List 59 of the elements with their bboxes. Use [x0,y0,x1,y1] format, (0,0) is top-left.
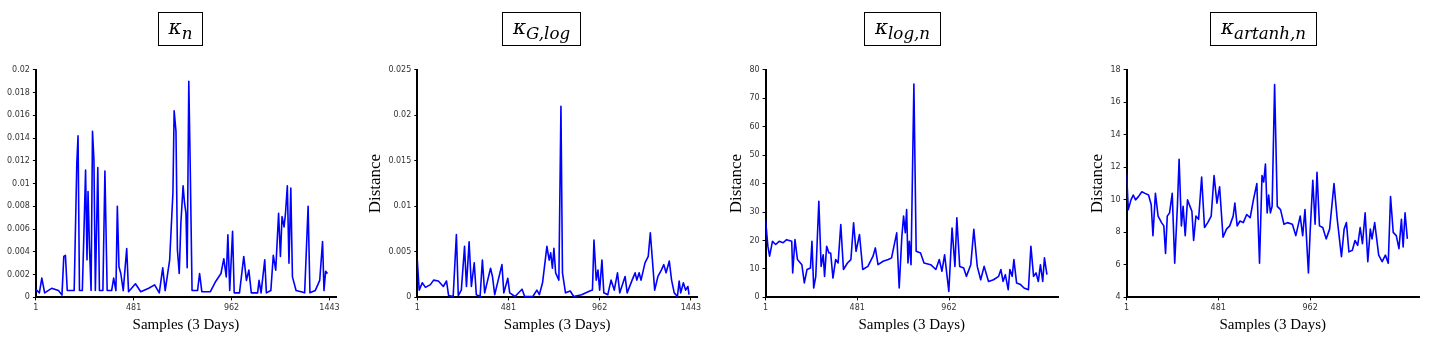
chart-title: κ$_{log,n}$ [863,12,942,46]
y-tick-label: 60 [749,121,760,131]
x-tick-label: 1443 [680,303,702,313]
y-tick-label: 0.014 [7,133,30,143]
y-tick-label: 0 [754,292,760,302]
y-tick-label: 0.025 [388,64,412,74]
y-tick-label: 0.008 [7,201,30,211]
chart-title: κ$_{G,log}$ [501,12,582,46]
y-tick-label: 12 [1110,162,1121,172]
x-tick-label: 481 [1210,303,1226,313]
y-axis-title: Distance [1086,153,1106,214]
x-tick-label: 962 [941,303,957,313]
y-tick-label: 20 [749,235,760,245]
y-tick-label: 16 [1110,97,1121,107]
y-tick-label: 0.004 [7,246,30,256]
x-tick-label: 962 [223,303,240,313]
y-tick-label: 4 [1115,292,1121,302]
y-tick-label: 80 [749,64,760,74]
x-tick-label: 1 [1124,303,1130,313]
y-tick-label: 40 [749,178,760,188]
x-tick-label: 1 [414,303,420,313]
y-tick-label: 0 [24,292,30,302]
x-axis-title: Samples (3 Days) [858,315,966,333]
y-tick-label: 0.002 [7,269,30,279]
y-tick-label: 10 [749,264,760,274]
x-tick-label: 962 [592,303,608,313]
chart-title: κ$_{n}$ [157,12,204,46]
x-tick-label: 1 [33,303,39,313]
x-axis-title: Samples (3 Days) [1219,315,1327,333]
x-tick-label: 481 [500,303,517,313]
y-tick-label: 14 [1110,129,1121,139]
y-tick-label: 8 [1115,227,1121,237]
y-axis-title: Distance [725,153,745,214]
y-tick-label: 0 [406,292,412,302]
y-tick-label: 0.005 [388,246,412,256]
x-tick-label: 962 [1302,303,1318,313]
y-tick-label: 18 [1110,64,1121,74]
y-tick-label: 0.02 [393,110,412,120]
y-tick-label: 30 [749,207,760,217]
x-tick-label: 481 [849,303,865,313]
y-tick-label: 0.018 [7,87,30,97]
y-tick-label: 0.01 [12,178,30,188]
y-tick-label: 10 [1110,194,1121,204]
x-tick-label: 1443 [319,303,340,313]
y-tick-label: 0.01 [393,201,412,211]
chart-title: κ$_{artanh,n}$ [1209,12,1318,46]
y-tick-label: 0.02 [12,64,30,74]
y-tick-label: 6 [1115,259,1121,269]
y-axis-title: Distance [364,153,384,214]
x-axis-title: Samples (3 Days) [132,315,240,333]
x-axis-title: Samples (3 Days) [503,315,611,333]
y-tick-label: 0.015 [388,155,412,165]
y-tick-label: 0.016 [7,110,30,120]
x-tick-label: 481 [125,303,142,313]
y-tick-label: 50 [749,150,760,160]
y-tick-label: 70 [749,93,760,103]
y-tick-label: 0.012 [7,155,30,165]
y-tick-label: 0.006 [7,224,30,234]
x-tick-label: 1 [763,303,769,313]
